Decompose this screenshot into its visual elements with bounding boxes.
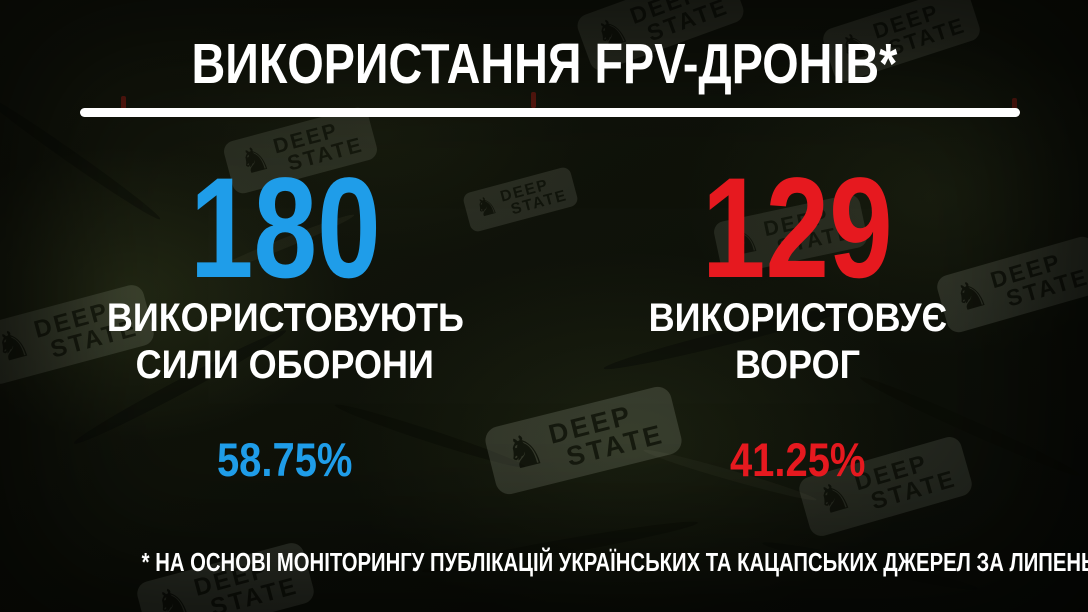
enemy-count: 129	[702, 149, 893, 308]
footnote: * НА ОСНОВІ МОНІТОРИНГУ ПУБЛІКАЦІЙ УКРАЇ…	[141, 547, 1088, 577]
background-texture	[1012, 98, 1017, 114]
background-texture	[121, 96, 126, 112]
stat-column-enemy: 129 ВИКОРИСТОВУЄ ВОРОГ 41.25%	[555, 0, 1040, 612]
defense-label-line1: ВИКОРИСТОВУЮТЬ	[106, 296, 464, 340]
defense-percent: 58.75%	[217, 433, 353, 486]
defense-label: ВИКОРИСТОВУЮТЬ СИЛИ ОБОРОНИ	[40, 295, 530, 389]
defense-count: 180	[189, 149, 381, 308]
defense-label-line2: СИЛИ ОБОРОНИ	[135, 342, 435, 387]
page-title-text: ВИКОРИСТАННЯ FPV-ДРОНІВ*	[191, 32, 897, 96]
background-texture	[531, 92, 536, 108]
enemy-label: ВИКОРИСТОВУЄ ВОРОГ	[555, 295, 1040, 389]
enemy-percent: 41.25%	[729, 433, 866, 486]
enemy-label-line2: ВОРОГ	[734, 342, 861, 387]
stat-column-defense: 180 ВИКОРИСТОВУЮТЬ СИЛИ ОБОРОНИ 58.75%	[40, 0, 530, 612]
knight-icon: ♞	[0, 319, 37, 373]
page-title: ВИКОРИСТАННЯ FPV-ДРОНІВ*	[0, 31, 1088, 97]
enemy-label-line1: ВИКОРИСТОВУЄ	[648, 296, 947, 340]
title-underline	[80, 108, 1020, 117]
